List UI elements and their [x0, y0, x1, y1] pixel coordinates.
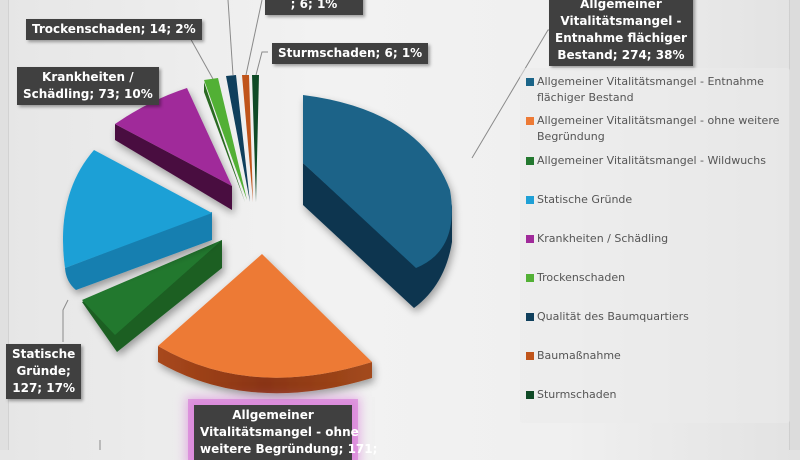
left-border: [0, 0, 9, 450]
pie-chart: [62, 0, 553, 450]
legend-item[interactable]: Trockenschaden: [526, 270, 786, 286]
legend-label: Sturmschaden: [537, 388, 617, 401]
label-line: Allgemeiner: [580, 0, 662, 11]
label-line: Schädling; 73; 10%: [23, 87, 153, 101]
legend-label: Baumaßnahme: [537, 349, 621, 362]
label-line: Statische: [12, 347, 76, 361]
slice-ohne-begruendung[interactable]: [158, 254, 372, 394]
legend-swatch-icon: [526, 78, 534, 86]
data-label-krankheiten: Krankheiten / Schädling; 73; 10%: [17, 67, 159, 105]
slice-qualitaet[interactable]: [226, 75, 250, 202]
slice-wildwuchs[interactable]: [82, 240, 222, 352]
data-label-trockenschaden: Trockenschaden; 14; 2%: [26, 19, 202, 40]
slice-krankheiten[interactable]: [115, 88, 232, 210]
legend-item[interactable]: Allgemeiner Vitalitätsmangel - Wildwuchs: [526, 153, 786, 169]
label-line: 127; 17%: [12, 381, 75, 395]
label-line: Vitalitätsmangel - ohne: [200, 425, 359, 439]
slice-baumassnahme[interactable]: [242, 75, 253, 202]
label-line: Krankheiten /: [42, 70, 134, 84]
legend-swatch-icon: [526, 274, 534, 282]
data-label-ohne-begruendung[interactable]: Allgemeiner Vitalitätsmangel - ohne weit…: [194, 405, 377, 460]
legend-swatch-icon: [526, 117, 534, 125]
legend-label: Statische Gründe: [537, 193, 633, 206]
legend-label: Qualität des Baumquartiers: [537, 310, 689, 323]
label-line: Allgemeiner: [232, 408, 314, 422]
legend-label: Trockenschaden: [537, 271, 626, 284]
label-line: Entnahme flächiger: [555, 31, 687, 45]
legend-item[interactable]: Allgemeiner Vitalitätsmangel - ohne weit…: [526, 113, 786, 145]
slice-sturmschaden[interactable]: [252, 75, 259, 202]
legend-swatch-icon: [526, 391, 534, 399]
data-label-entnahme: Allgemeiner Vitalitätsmangel - Entnahme …: [549, 0, 693, 66]
legend-item[interactable]: Baumaßnahme: [526, 348, 786, 364]
legend-label: Allgemeiner Vitalitätsmangel - Entnahme …: [537, 75, 764, 104]
legend-item[interactable]: Statische Gründe: [526, 192, 786, 208]
legend-item[interactable]: Krankheiten / Schädling: [526, 231, 786, 247]
legend-item[interactable]: Allgemeiner Vitalitätsmangel - Entnahme …: [526, 74, 786, 106]
slice-statische[interactable]: [62, 150, 212, 290]
legend-swatch-icon: [526, 196, 534, 204]
legend-item[interactable]: Qualität des Baumquartiers: [526, 309, 786, 325]
slice-trockenschaden[interactable]: [204, 78, 247, 202]
legend-label: Allgemeiner Vitalitätsmangel - ohne weit…: [537, 114, 780, 143]
label-line: Vitalitätsmangel -: [560, 14, 682, 28]
data-label-baumassnahme: ; 6; 1%: [265, 0, 363, 15]
chart-legend: Allgemeiner Vitalitätsmangel - Entnahme …: [520, 68, 790, 423]
label-line: Bestand; 274; 38%: [557, 48, 685, 62]
legend-swatch-icon: [526, 352, 534, 360]
legend-swatch-icon: [526, 235, 534, 243]
legend-swatch-icon: [526, 313, 534, 321]
slice-entnahme[interactable]: [303, 95, 452, 308]
label-line: Gründe;: [16, 364, 71, 378]
data-label-sturmschaden: Sturmschaden; 6; 1%: [272, 43, 429, 64]
legend-label: Allgemeiner Vitalitätsmangel - Wildwuchs: [537, 154, 766, 167]
legend-label: Krankheiten / Schädling: [537, 232, 669, 245]
legend-item[interactable]: Sturmschaden: [526, 387, 786, 403]
data-label-statische: Statische Gründe; 127; 17%: [6, 344, 82, 399]
legend-swatch-icon: [526, 157, 534, 165]
